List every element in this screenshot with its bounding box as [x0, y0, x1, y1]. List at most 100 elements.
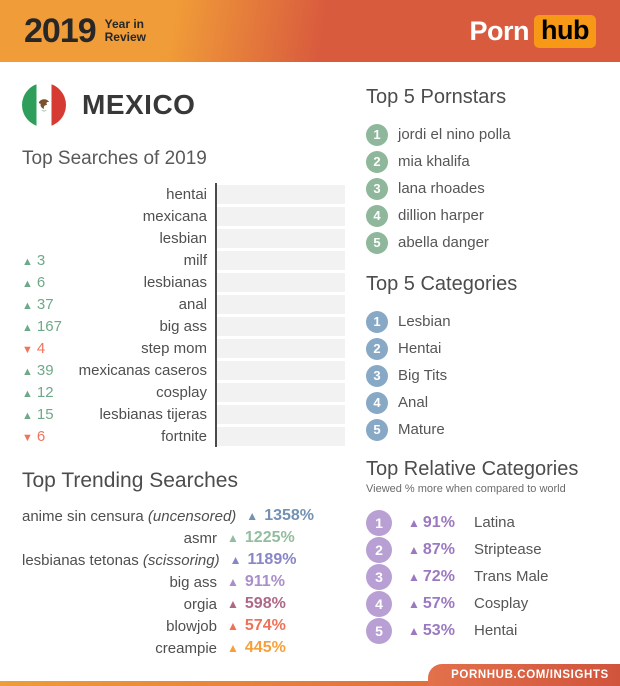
top-relative-list: 1 ▲ 91% Latina 2 ▲ 87% Striptease 3 ▲ 72% T…: [366, 509, 598, 644]
rank-badge: 5: [366, 231, 388, 254]
bar-track: [217, 404, 345, 424]
insights-url-tab: PORNHUB.COM/INSIGHTS: [428, 664, 620, 686]
bar-cell: [215, 403, 345, 425]
search-row: ▼ 6 fortnite: [22, 425, 345, 447]
main-content: MEXICO Top Searches of 2019 hentai mexic…: [0, 62, 620, 659]
top-trending-title: Top Trending Searches: [22, 469, 238, 492]
top-searches-bar-chart: hentai mexicana lesbian ▲ 3 milf ▲ 6 lesbi…: [22, 183, 345, 447]
search-term-label: lesbianas: [143, 273, 207, 291]
rank-change: ▲ 37: [22, 296, 68, 313]
relative-up-arrow-icon: ▲: [408, 542, 420, 557]
relative-percent: ▲ 57%: [392, 595, 468, 613]
search-row: ▲ 6 lesbianas: [22, 271, 345, 293]
right-column: Top 5 Pornstars 1 jordi el nino polla 2 …: [366, 82, 598, 659]
top-categories-list: 1 Lesbian 2 Hentai 3 Big Tits 4 Anal 5 M…: [366, 308, 598, 443]
rank-change-value: 15: [36, 405, 54, 423]
trending-percent-value: 1189%: [247, 551, 297, 568]
relative-category-item: 2 ▲ 87% Striptease: [366, 536, 598, 563]
bar-cell: [215, 183, 345, 205]
rank-change-arrow-icon: ▲: [22, 365, 33, 378]
search-term-label: fortnite: [161, 427, 207, 445]
relative-up-arrow-icon: ▲: [408, 596, 420, 611]
rank-badge: 1: [366, 310, 388, 333]
trending-up-arrow-icon: ▲: [229, 553, 242, 567]
rank-change: ▲ 12: [22, 384, 68, 401]
bar-track: [217, 228, 345, 248]
trending-term-note: (scissoring): [142, 551, 220, 569]
trending-percent-value: 598%: [244, 595, 286, 612]
rank-badge: 4: [366, 204, 388, 227]
country-header: MEXICO: [22, 82, 345, 128]
search-row: ▼ 4 step mom: [22, 337, 345, 359]
header: 2019 Year in Review Porn hub: [0, 0, 620, 62]
trending-term-label: creampie: [22, 640, 227, 657]
trending-term-label: lesbianas tetonas (scissoring): [22, 552, 230, 569]
year-subtitle-line2: Review: [104, 30, 146, 44]
bottom-accent-strip: [0, 681, 620, 686]
bar-track: [217, 250, 345, 270]
rank-change-value: 12: [36, 383, 54, 401]
rank-change-value: 39: [36, 361, 54, 379]
rank-badge: 4: [366, 391, 388, 414]
relative-percent: ▲ 72%: [392, 568, 468, 586]
relative-percent-value: 91%: [422, 513, 455, 531]
bar-cell: [215, 381, 345, 403]
bar-track: [217, 184, 345, 204]
trending-percent-value: 445%: [244, 639, 286, 656]
bar-track: [217, 338, 345, 358]
trending-row: asmr ▲ 1225%: [22, 527, 345, 549]
trending-row: anime sin censura (uncensored) ▲ 1358%: [22, 505, 345, 527]
trending-term-label: asmr: [22, 530, 227, 547]
trending-row: creampie ▲ 445%: [22, 637, 345, 659]
relative-up-arrow-icon: ▲: [408, 569, 420, 584]
rank-change-value: 6: [36, 273, 46, 291]
search-row: ▲ 39 mexicanas caseros: [22, 359, 345, 381]
pornstar-name: jordi el nino polla: [398, 126, 511, 143]
trending-percent: ▲ 1189%: [230, 551, 348, 569]
bar-cell: [215, 249, 345, 271]
trending-term: big ass: [169, 573, 217, 591]
trending-term: creampie: [155, 639, 217, 657]
trending-term: blowjob: [166, 617, 217, 635]
pornstar-name: dillion harper: [398, 207, 484, 224]
rank-badge: 2: [366, 150, 388, 173]
logo-porn-text: Porn: [469, 15, 530, 46]
rank-change-arrow-icon: ▲: [22, 409, 33, 422]
year-subtitle-line1: Year in: [104, 16, 144, 31]
search-row: ▲ 37 anal: [22, 293, 345, 315]
pornstar-name: mia khalifa: [398, 153, 470, 170]
relative-category-name: Hentai: [474, 622, 518, 639]
rank-badge: 2: [366, 337, 388, 360]
rank-change-arrow-icon: ▲: [22, 321, 33, 334]
rank-change-arrow-icon: ▲: [22, 387, 33, 400]
search-term-label: big ass: [159, 317, 207, 335]
relative-percent-value: 57%: [422, 594, 455, 612]
trending-term: anime sin censura: [22, 507, 144, 525]
relative-percent: ▲ 91%: [392, 514, 468, 532]
rank-badge: 3: [366, 177, 388, 200]
relative-up-arrow-icon: ▲: [408, 623, 420, 638]
rank-change-value: 3: [36, 251, 46, 269]
rank-change: ▲ 167: [22, 318, 68, 335]
rank-badge: 1: [366, 123, 388, 146]
search-row: ▲ 15 lesbianas tijeras: [22, 403, 345, 425]
bar-track: [217, 426, 345, 446]
relative-category-name: Striptease: [474, 541, 542, 558]
trending-term-label: anime sin censura (uncensored): [22, 508, 246, 525]
trending-percent: ▲ 445%: [227, 639, 345, 657]
rank-badge: 3: [366, 563, 392, 590]
search-term-label: mexicanas caseros: [78, 361, 207, 379]
rank-change: ▼ 4: [22, 340, 68, 357]
rank-change: ▲ 39: [22, 362, 68, 379]
pornstar-name: lana rhoades: [398, 180, 485, 197]
search-row: lesbian: [22, 227, 345, 249]
category-name: Big Tits: [398, 367, 448, 384]
trending-percent-value: 911%: [244, 573, 285, 590]
rank-change: ▲ 15: [22, 406, 68, 423]
trending-percent: ▲ 911%: [227, 573, 345, 591]
rank-change: [22, 208, 68, 225]
relative-category-name: Cosplay: [474, 595, 529, 612]
bar-cell: [215, 315, 345, 337]
pornstar-item: 3 lana rhoades: [366, 175, 598, 202]
rank-badge: 5: [366, 418, 388, 441]
